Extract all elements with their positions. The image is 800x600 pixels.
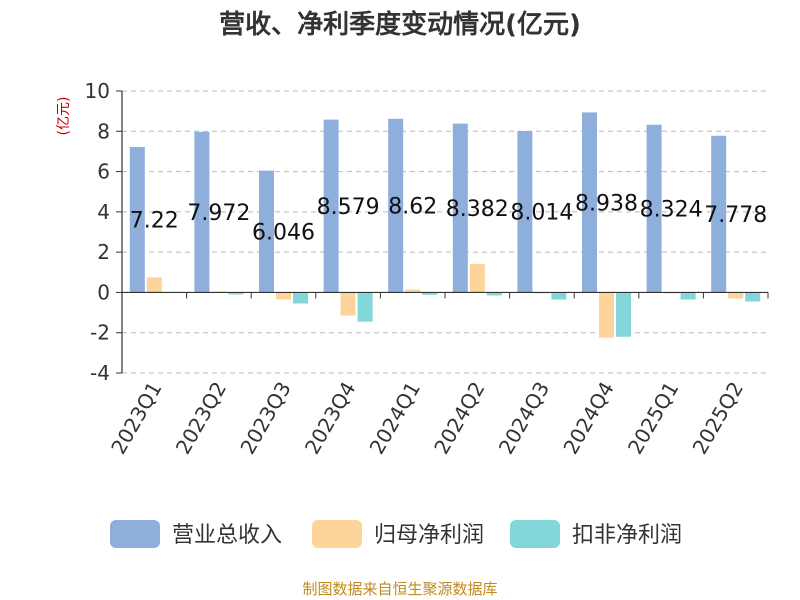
bar [340, 292, 356, 316]
y-axis-unit: (亿元) [56, 97, 72, 136]
x-tick-label: 2024Q3 [494, 378, 554, 459]
data-label: 8.382 [446, 197, 509, 222]
x-tick-label: 2024Q2 [429, 378, 489, 459]
bar [728, 292, 744, 299]
data-label: 7.972 [187, 201, 250, 226]
y-tick-label: 6 [97, 160, 110, 184]
chart-title: 营收、净利季度变动情况(亿元) [219, 9, 581, 40]
y-tick-label: 10 [85, 79, 110, 103]
bar [452, 123, 468, 293]
x-tick-label: 2024Q1 [365, 378, 425, 459]
bar [486, 292, 502, 296]
bar [129, 146, 145, 293]
source-note: 制图数据来自恒生聚源数据库 [302, 580, 497, 598]
bar [646, 124, 662, 293]
bar [517, 131, 533, 293]
bar [711, 135, 727, 293]
bar [194, 131, 210, 293]
data-label: 6.046 [252, 221, 315, 246]
x-tick-label: 2023Q2 [171, 378, 231, 459]
bar [293, 292, 308, 304]
bar [259, 170, 274, 293]
legend-label: 扣非净利润 [572, 523, 682, 548]
legend-label: 营业总收入 [172, 523, 282, 548]
grid-lines [122, 90, 768, 374]
y-tick-label: 4 [97, 200, 110, 224]
data-label: 8.014 [510, 201, 573, 226]
bar [599, 292, 614, 338]
data-label: 8.938 [575, 191, 638, 216]
legend-label: 归母净利润 [374, 523, 484, 548]
bar [582, 112, 597, 293]
x-tick-label: 2024Q4 [558, 378, 618, 459]
x-tick-label: 2025Q1 [623, 378, 683, 459]
y-tick-label: -2 [90, 321, 110, 345]
bar [551, 292, 567, 300]
x-tick-label: 2023Q1 [106, 378, 166, 459]
data-label: 7.778 [704, 203, 767, 228]
bar [388, 118, 404, 293]
legend: 营业总收入 归母净利润 扣非净利润 [110, 520, 682, 548]
y-tick-label: 0 [97, 280, 110, 304]
data-label: 8.62 [388, 195, 437, 220]
legend-swatch [510, 520, 560, 548]
data-label: 8.324 [640, 198, 703, 223]
y-tick-label: 8 [97, 119, 110, 143]
bar [228, 292, 244, 295]
y-tick-label: -4 [90, 361, 110, 385]
bar [405, 289, 421, 293]
legend-swatch [312, 520, 362, 548]
bar [357, 292, 373, 322]
bar [146, 277, 162, 293]
bar [323, 119, 339, 293]
bar [680, 292, 696, 300]
bar [616, 292, 631, 337]
y-tick-label: 2 [97, 240, 110, 264]
bar [745, 292, 761, 302]
bar [276, 292, 291, 300]
data-label: 8.579 [317, 195, 380, 220]
bar [469, 263, 485, 293]
data-label: 7.22 [130, 209, 179, 234]
x-tick-label: 2023Q3 [235, 378, 295, 459]
legend-swatch [110, 520, 160, 548]
x-tick-label: 2025Q2 [688, 378, 748, 459]
x-tick-label: 2023Q4 [300, 378, 360, 459]
bar [422, 292, 438, 295]
